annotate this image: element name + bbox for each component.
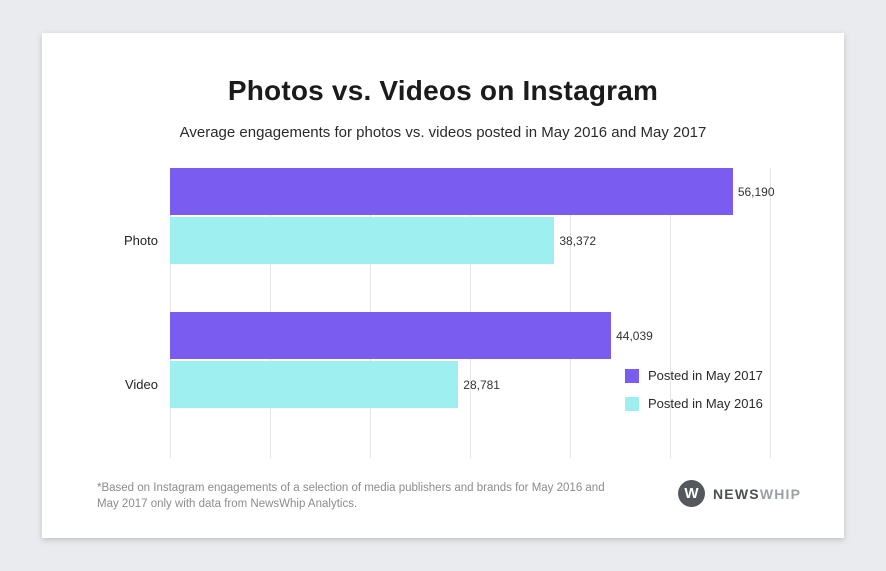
footnote: *Based on Instagram engagements of a sel… <box>97 482 605 511</box>
legend-label-2017: Posted in May 2017 <box>648 368 763 383</box>
legend-item-2016: Posted in May 2016 <box>625 396 763 411</box>
bar-photo-2017: 56,190 <box>170 168 775 215</box>
category-label-video: Video <box>124 377 158 392</box>
value-label: 38,372 <box>559 233 597 248</box>
chart-subtitle: Average engagements for photos vs. video… <box>179 124 707 141</box>
newswhip-logo-text: NEWSWHIP <box>713 486 801 502</box>
chart-title: Photos vs. Videos on Instagram <box>227 75 659 106</box>
legend-item-2017: Posted in May 2017 <box>625 368 763 383</box>
newswhip-logo-icon: W <box>678 480 705 507</box>
legend-label-2016: Posted in May 2016 <box>648 396 763 411</box>
bar-video-2016: 28,781 <box>170 361 500 408</box>
bar-photo-2016: 38,372 <box>170 217 596 264</box>
value-label: 56,190 <box>737 184 775 199</box>
legend-swatch-2017 <box>625 368 639 383</box>
newswhip-logo: W NEWSWHIP <box>678 480 801 507</box>
plot-area: 56,190 38,372 44,039 28,781 <box>170 168 775 458</box>
chart-legend: Posted in May 2017 Posted in May 2016 <box>625 368 763 411</box>
chart-card: Photos vs. Videos on Instagram Average e… <box>42 33 844 538</box>
logo-text-news: NEWS <box>713 485 760 502</box>
legend-swatch-2016 <box>625 396 639 411</box>
category-label-photo: Photo <box>124 233 158 248</box>
logo-text-whip: WHIP <box>759 485 802 502</box>
value-label: 28,781 <box>463 377 500 392</box>
value-label: 44,039 <box>616 328 653 343</box>
bar-video-2017: 44,039 <box>170 312 653 359</box>
